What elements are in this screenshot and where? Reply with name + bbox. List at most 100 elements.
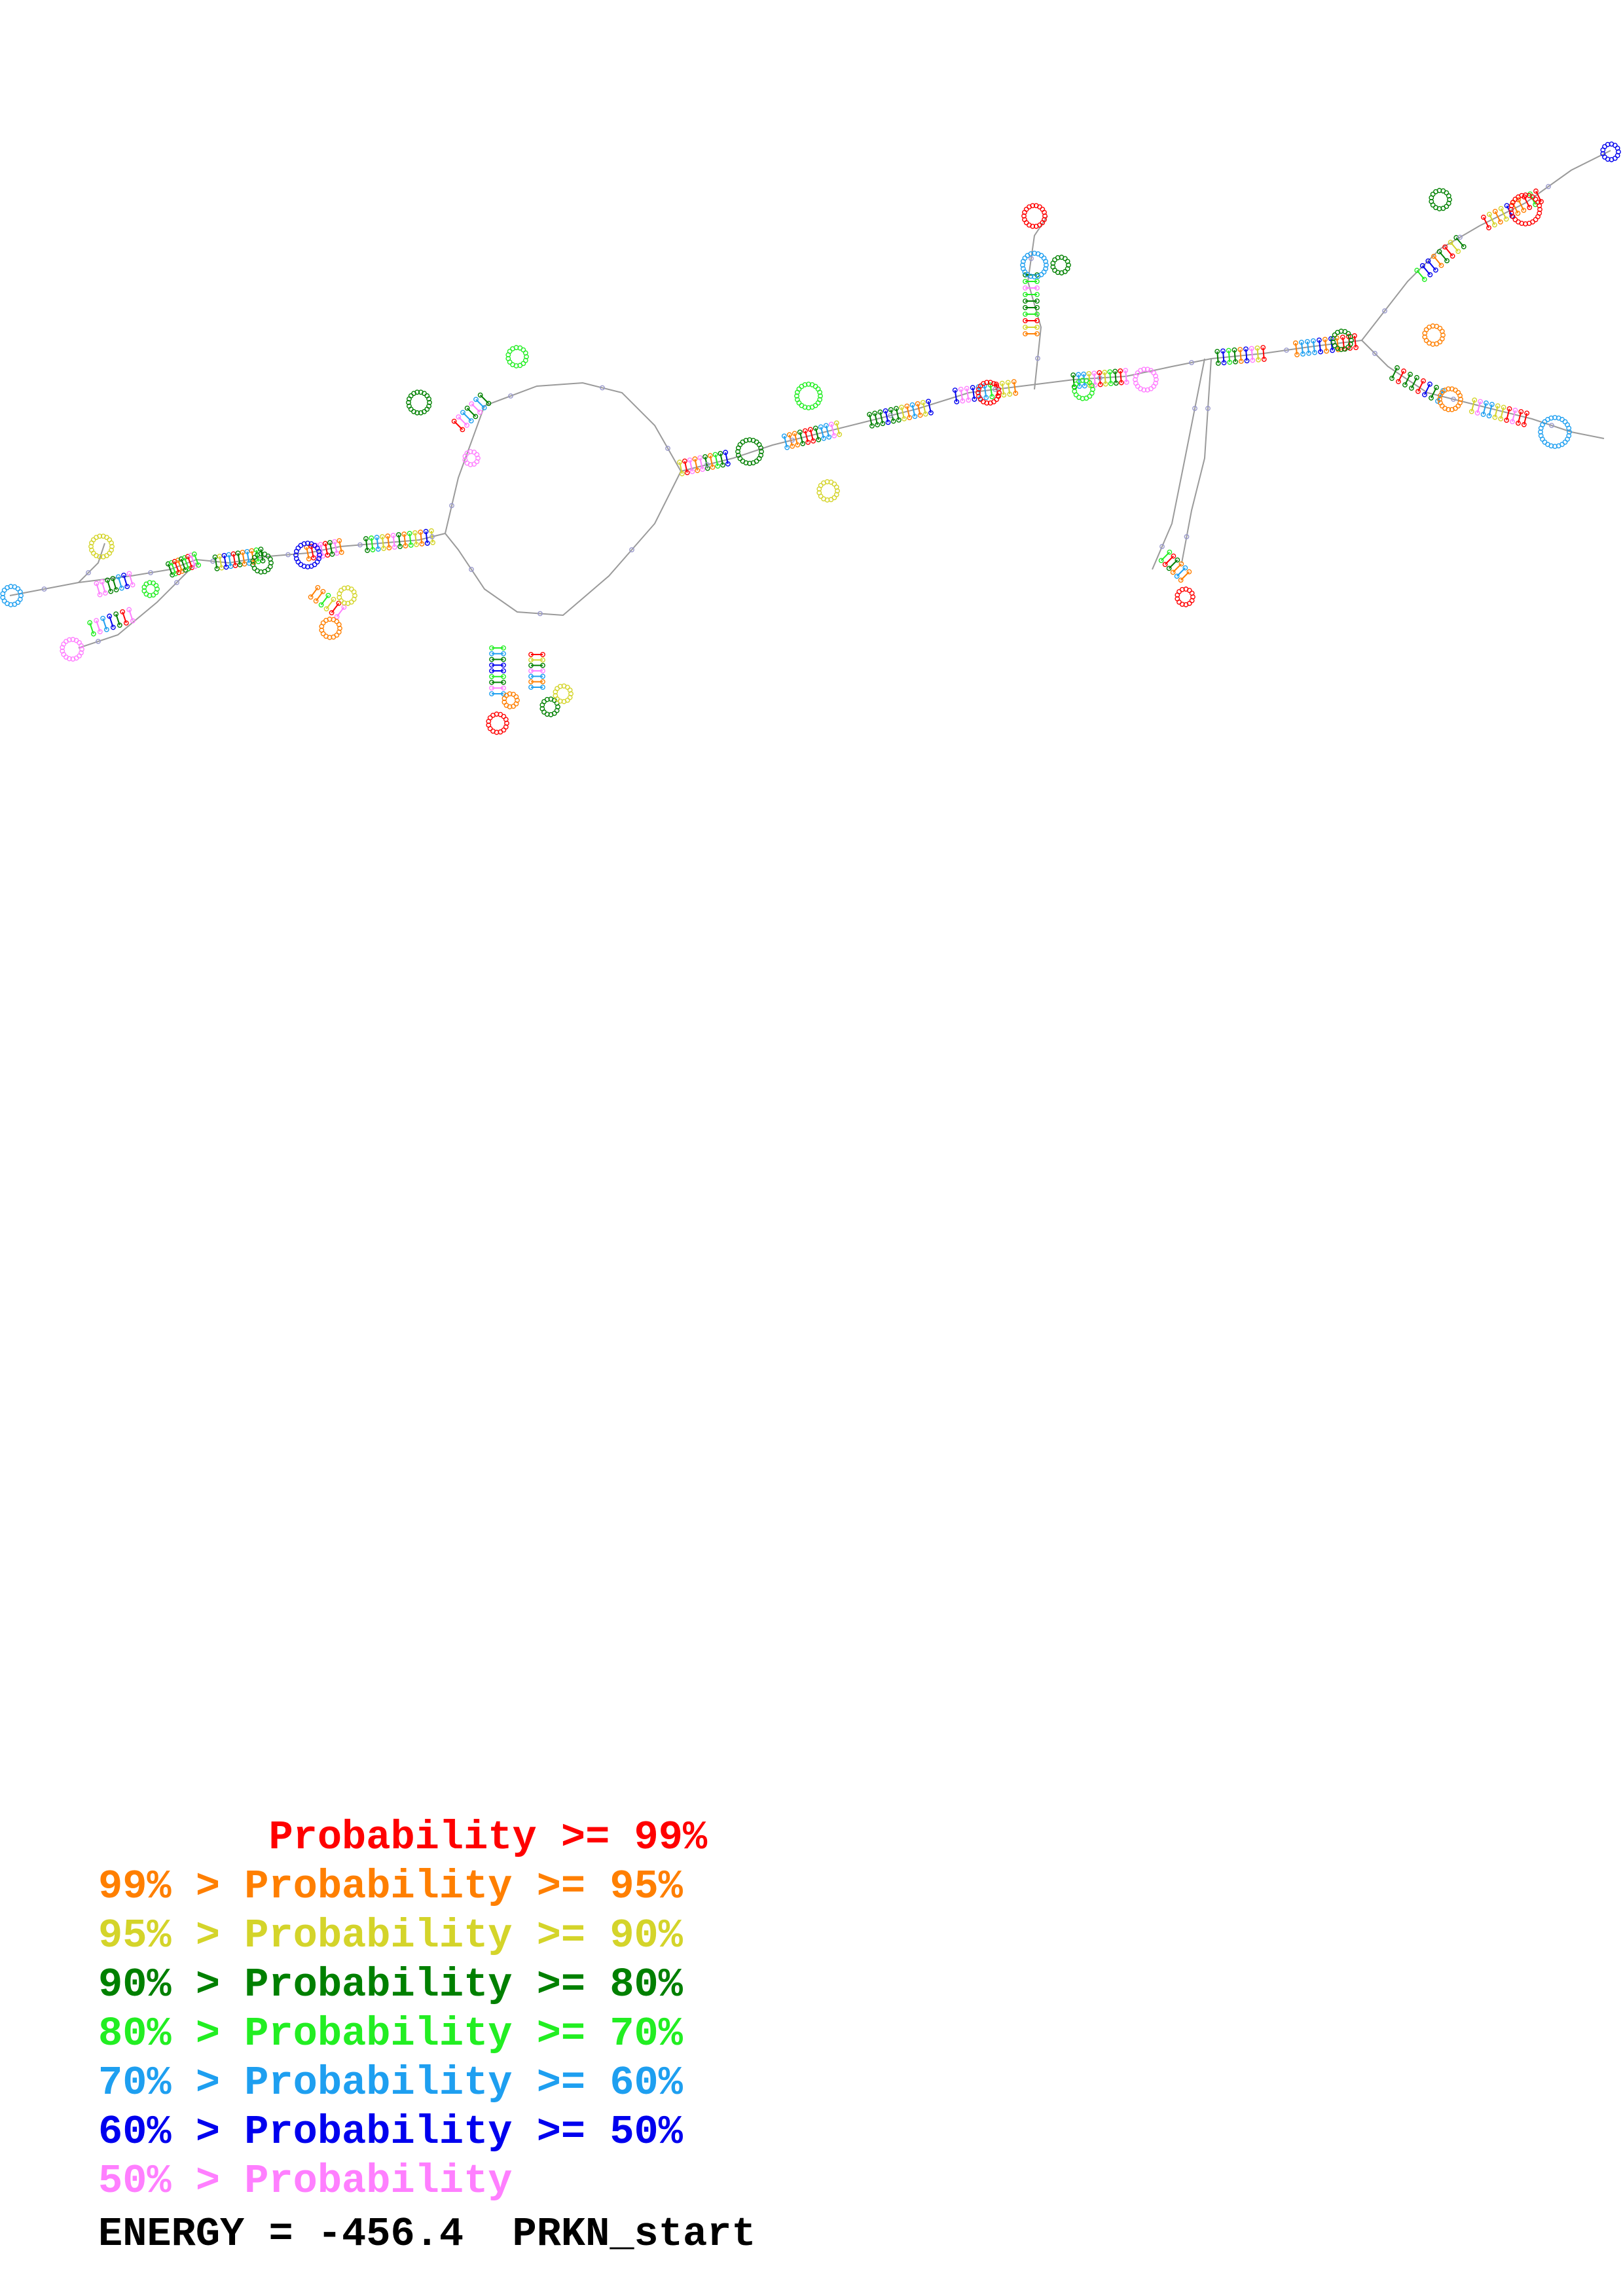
nucleotide [1028, 251, 1034, 257]
nucleotide [503, 717, 509, 723]
nucleotide [1033, 223, 1039, 229]
nucleotide [489, 685, 494, 691]
nucleotide [1023, 279, 1028, 284]
nucleotide [904, 403, 910, 409]
nucleotide [1038, 253, 1044, 259]
nucleotide [100, 554, 106, 560]
nucleotide [989, 394, 995, 400]
nucleotide [1438, 400, 1443, 406]
nucleotide [179, 568, 185, 574]
rna-secondary-structure-diagram [0, 141, 1621, 735]
nucleotide [1433, 267, 1438, 273]
nucleotide [315, 584, 321, 590]
nucleotide [1455, 249, 1461, 254]
nucleotide [1244, 358, 1250, 364]
nucleotide [786, 432, 792, 438]
nucleotide [5, 601, 10, 607]
backbone-segment [1181, 358, 1212, 564]
nucleotide [429, 528, 434, 533]
nucleotide [1007, 391, 1013, 397]
nucleotide [90, 631, 96, 637]
nucleotide [710, 464, 716, 470]
backbone-segment [9, 533, 446, 596]
nucleotide [826, 434, 832, 440]
nucleotide [1034, 305, 1040, 310]
nucleotide [124, 584, 130, 590]
nucleotide [1497, 219, 1503, 225]
nucleotide [1504, 418, 1510, 423]
nucleotide [1, 587, 7, 593]
nucleotide [79, 643, 84, 649]
nucleotide [1430, 191, 1436, 197]
nucleotide [1112, 368, 1118, 374]
nucleotide [253, 547, 259, 553]
nucleotide [894, 406, 899, 412]
nucleotide [414, 542, 419, 547]
nucleotide [1549, 423, 1554, 428]
nucleotide [1220, 348, 1226, 354]
nucleotide [928, 410, 934, 416]
nucleotide [1492, 222, 1497, 228]
nucleotide [185, 554, 191, 560]
nucleotide [1178, 561, 1184, 567]
nucleotide [430, 540, 435, 545]
nucleotide [540, 652, 545, 657]
nucleotide [1144, 387, 1150, 393]
nucleotide [1133, 380, 1139, 386]
nucleotide [987, 400, 993, 406]
nucleotide [875, 422, 881, 427]
nucleotide [1182, 565, 1188, 571]
nucleotide [489, 679, 494, 685]
nucleotide [1347, 334, 1353, 340]
nucleotide [1495, 403, 1501, 409]
nucleotide [1312, 350, 1317, 355]
nucleotide [1113, 380, 1119, 386]
nucleotide [976, 390, 981, 395]
nucleotide [235, 550, 241, 556]
nucleotide [1498, 206, 1504, 211]
nucleotide [221, 552, 227, 558]
nucleotide [87, 620, 93, 626]
nucleotide [1516, 420, 1521, 426]
nucleotide [312, 543, 318, 548]
nucleotide [79, 647, 84, 652]
nucleotide [737, 442, 743, 448]
backbone-segment [1152, 358, 1205, 570]
nucleotide [1614, 152, 1620, 158]
nucleotide [1022, 217, 1027, 223]
nucleotide [809, 404, 815, 410]
nucleotide [715, 463, 721, 469]
nucleotide [414, 389, 420, 395]
nucleotide [1260, 345, 1266, 350]
nucleotide [325, 592, 331, 598]
nucleotide [1030, 203, 1036, 209]
nucleotide [700, 467, 705, 473]
nucleotide [1023, 285, 1028, 291]
nucleotide [1103, 381, 1108, 387]
nucleotide [73, 655, 79, 661]
nucleotide [1305, 338, 1310, 344]
nucleotide [1421, 378, 1426, 384]
nucleotide [1444, 258, 1450, 264]
nucleotide [692, 456, 698, 462]
nucleotide [740, 458, 746, 464]
nucleotide [468, 418, 474, 423]
legend-row: Probability >= 99% [98, 1814, 708, 1861]
nucleotide [1082, 383, 1087, 389]
nucleotide [1233, 359, 1238, 365]
nucleotide [781, 433, 787, 439]
nucleotide [1427, 382, 1432, 387]
nucleotide [249, 548, 255, 554]
nucleotide [1382, 308, 1387, 314]
nucleotide [902, 416, 907, 422]
nucleotide [679, 471, 685, 476]
nucleotide [390, 533, 396, 538]
nucleotide [473, 414, 479, 420]
nucleotide [1518, 409, 1524, 414]
nucleotide [554, 708, 560, 713]
nucleotide [501, 699, 507, 705]
nucleotide [318, 602, 324, 608]
nucleotide [702, 454, 708, 459]
nucleotide [1461, 244, 1467, 249]
nucleotide [1186, 569, 1192, 575]
